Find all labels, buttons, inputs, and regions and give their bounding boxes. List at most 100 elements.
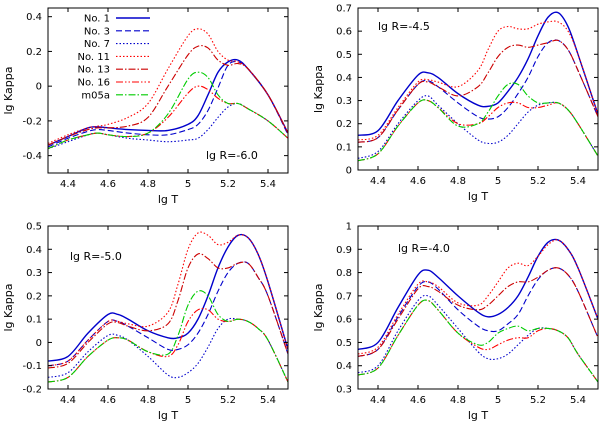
series-line	[48, 253, 288, 369]
legend-label: m05a	[81, 90, 110, 101]
series-line	[358, 95, 598, 159]
y-tick-label: 0	[36, 82, 42, 93]
y-tick-label: 1	[346, 222, 352, 233]
x-axis-label: lg T	[468, 190, 489, 203]
y-axis-label: lg Kappa	[2, 66, 15, 114]
chart-panel: 4.4 4.6 4.8 5 5.2 5.4 -0.2 -0.1 0 0.1 0.2 0.3 0.4 0.5…	[2, 222, 289, 422]
panel-annotation: lg R=-6.0	[206, 149, 258, 162]
y-tick-label: 0.9	[336, 245, 352, 256]
series-line	[48, 290, 288, 383]
x-tick-label: 5	[185, 179, 191, 190]
y-tick-label: 0.4	[336, 361, 352, 372]
y-tick-label: 0.2	[336, 119, 352, 130]
y-tick-label: 0.8	[336, 268, 352, 279]
legend-label: No. 13	[77, 65, 110, 76]
y-tick-label: 0.5	[336, 50, 352, 61]
x-tick-label: 5.2	[220, 395, 236, 406]
series-line	[358, 39, 598, 143]
x-tick-label: 5	[495, 176, 501, 187]
y-tick-label: 0	[36, 338, 42, 349]
y-tick-label: 0.2	[26, 291, 42, 302]
series-line	[48, 58, 288, 146]
x-axis-label: lg T	[158, 409, 179, 422]
series-line	[48, 71, 288, 150]
x-tick-label: 4.4	[370, 395, 386, 406]
series-line	[358, 39, 598, 143]
series-line	[48, 60, 288, 148]
y-tick-label: 0.3	[26, 268, 42, 279]
y-tick-label: 0.4	[336, 73, 352, 84]
legend-label: No. 7	[84, 39, 110, 50]
y-axis-label: lg Kappa	[312, 65, 325, 113]
legend-label: No. 1	[84, 14, 110, 25]
x-tick-label: 5	[185, 395, 191, 406]
y-tick-label: 0.1	[336, 142, 352, 153]
plot-frame	[47, 7, 289, 174]
x-tick-label: 4.4	[370, 176, 386, 187]
x-tick-label: 4.6	[100, 179, 116, 190]
y-tick-label: 0.3	[336, 385, 352, 396]
series-line	[358, 20, 598, 141]
x-tick-label: 5.2	[530, 395, 546, 406]
x-tick-label: 5.4	[260, 395, 276, 406]
x-tick-label: 4.8	[140, 179, 156, 190]
plot-frame	[357, 7, 599, 171]
y-tick-label: 0.4	[26, 245, 42, 256]
series-line	[358, 238, 598, 351]
x-axis-label: lg T	[468, 409, 489, 422]
panel-annotation: lg R=-5.0	[70, 250, 122, 263]
chart-panel: 4.4 4.6 4.8 5 5.2 5.4 -0.4 -0.2 0 0.2 0.4 lg T lg Ka…	[2, 7, 289, 206]
y-tick-label: 0.5	[336, 338, 352, 349]
y-tick-label: -0.4	[22, 151, 42, 162]
series-line	[48, 307, 288, 383]
series-line	[48, 45, 288, 146]
series-line	[358, 267, 598, 357]
y-tick-label: 0.7	[336, 4, 352, 15]
x-tick-label: 4.8	[450, 395, 466, 406]
x-tick-label: 5.2	[530, 176, 546, 187]
series-line	[48, 317, 288, 383]
plot-frame	[47, 225, 289, 390]
y-tick-label: 0.3	[336, 96, 352, 107]
x-axis-label: lg T	[158, 193, 179, 206]
y-tick-label: 0.1	[26, 315, 42, 326]
series-line	[358, 82, 598, 162]
x-tick-label: 5.4	[570, 176, 586, 187]
series-line	[48, 231, 288, 367]
x-tick-label: 4.6	[410, 176, 426, 187]
panel-annotation: lg R=-4.0	[398, 242, 450, 255]
x-tick-label: 4.8	[450, 176, 466, 187]
x-tick-label: 4.8	[140, 395, 156, 406]
y-tick-label: 0.5	[26, 222, 42, 233]
series-line	[48, 102, 288, 150]
series-line	[358, 99, 598, 162]
series-line	[358, 11, 598, 136]
series-line	[358, 239, 598, 355]
x-tick-label: 4.4	[60, 395, 76, 406]
y-tick-label: 0.6	[336, 27, 352, 38]
x-tick-label: 5.4	[260, 179, 276, 190]
y-axis-label: lg Kappa	[2, 283, 15, 331]
y-tick-label: 0.4	[26, 12, 42, 23]
y-tick-label: 0.6	[336, 315, 352, 326]
series-line	[48, 261, 288, 367]
legend-label: No. 3	[84, 26, 110, 37]
y-tick-label: 0.2	[26, 47, 42, 58]
plot-frame	[357, 225, 599, 390]
chart-panel: 4.4 4.6 4.8 5 5.2 5.4 0 0.1 0.2 0.3 0.4 0.5 0.6 0.7 lg…	[312, 4, 599, 203]
x-tick-label: 4.4	[60, 179, 76, 190]
series-line	[48, 233, 288, 362]
y-tick-label: -0.2	[22, 116, 42, 127]
x-tick-label: 4.6	[100, 395, 116, 406]
series-line	[358, 294, 598, 383]
series-line	[358, 299, 598, 383]
panel-annotation: lg R=-4.5	[378, 20, 430, 33]
x-tick-label: 5.4	[570, 395, 586, 406]
x-tick-label: 5	[495, 395, 501, 406]
x-tick-label: 4.6	[410, 395, 426, 406]
y-tick-label: 0	[346, 166, 352, 177]
y-tick-label: -0.2	[22, 385, 42, 396]
y-tick-label: -0.1	[22, 361, 42, 372]
y-tick-label: 0.7	[336, 291, 352, 302]
chart-panel: 4.4 4.6 4.8 5 5.2 5.4 0.3 0.4 0.5 0.6 0.7 0.8 0.9 1 lg…	[312, 222, 599, 422]
